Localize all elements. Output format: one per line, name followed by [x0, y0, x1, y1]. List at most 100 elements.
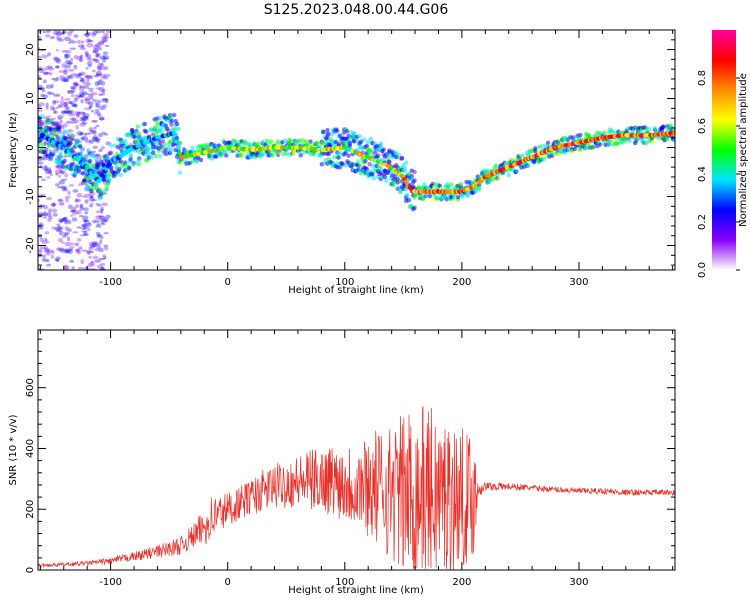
- spectrogram-cell: [64, 265, 70, 270]
- spectrogram-cell: [38, 233, 42, 237]
- spectrogram-cell: [53, 30, 59, 36]
- spectrogram-cell: [63, 136, 69, 142]
- spectrogram-cell: [42, 254, 47, 258]
- spectrogram-cell: [61, 63, 67, 68]
- spectrogram-cell: [162, 142, 167, 148]
- spectrogram-cell: [38, 102, 45, 107]
- spectrogram-cell: [58, 153, 63, 158]
- spectrogram-cell: [95, 52, 101, 56]
- spectrogram-cell: [68, 39, 74, 42]
- spectrogram-cell: [55, 49, 60, 52]
- spectrogram-cell: [91, 98, 98, 103]
- spectrogram-cell: [47, 133, 52, 138]
- spectrogram-cell: [41, 258, 48, 263]
- spectrogram-cell: [75, 198, 81, 203]
- spectrogram-cell: [48, 215, 53, 220]
- spectrogram-cell: [458, 181, 464, 187]
- spectrogram-cell: [145, 145, 150, 150]
- spectrogram-cell: [493, 163, 499, 168]
- spectrogram-cell: [93, 74, 99, 78]
- spectrogram-cell: [81, 111, 86, 116]
- spectrogram-cell: [422, 182, 427, 187]
- spectrogram-cell: [67, 61, 73, 65]
- spectrogram-cell: [90, 96, 94, 100]
- spectrogram-cell: [46, 90, 52, 95]
- spectrogram-cell: [74, 94, 82, 98]
- spectrogram-cell: [72, 207, 77, 212]
- spectrogram-cell: [67, 31, 72, 37]
- spectrogram-cell: [95, 30, 102, 34]
- spectrogram-cell: [103, 256, 107, 260]
- spectrogram-cell: [41, 90, 46, 93]
- spectrogram-cell: [496, 176, 502, 182]
- spectrogram-cell: [39, 222, 43, 226]
- snr-xtick-label: 300: [569, 577, 588, 588]
- spectrogram-cell: [76, 131, 83, 136]
- spectrogram-cell: [81, 223, 88, 228]
- spectrogram-cell: [58, 218, 64, 223]
- spectrogram-cell: [59, 248, 67, 254]
- spectrogram-cell: [91, 241, 98, 245]
- spectrogram-cell: [98, 117, 105, 121]
- spectrogram-cell: [65, 198, 69, 203]
- spectrogram-cell: [68, 113, 76, 117]
- spectrogram-cell: [101, 177, 107, 183]
- spectrogram-cell: [329, 132, 334, 137]
- colorbar-tick-label: 0.4: [697, 166, 708, 182]
- spectrogram-cell: [58, 201, 65, 206]
- spectrogram-cell: [406, 197, 412, 203]
- spectrogram-cell: [58, 70, 65, 73]
- spectrogram-cell: [55, 256, 62, 261]
- spectrogram-cell: [102, 254, 106, 258]
- spectrogram-cell: [88, 106, 92, 110]
- spectrogram-cell: [590, 144, 596, 150]
- spectrogram-cell: [69, 47, 77, 50]
- spectrogram-cell: [98, 247, 104, 253]
- spectrogram-cell: [44, 168, 49, 172]
- spectrogram-cell: [38, 248, 42, 253]
- spectrogram-cell: [45, 34, 51, 38]
- spectrogram-cell: [60, 96, 64, 101]
- spectrogram-cell: [399, 156, 405, 161]
- spectrogram-cell: [94, 259, 101, 263]
- spectrogram-cell: [136, 162, 142, 167]
- spectrogram-cell: [42, 204, 49, 210]
- spectrogram-cell: [155, 120, 160, 125]
- spectrogram-cell: [64, 220, 68, 225]
- spectrogram-cell: [55, 229, 61, 233]
- spectrogram-xtick-label: 0: [225, 277, 231, 288]
- snr-xtick-label: 0: [225, 577, 231, 588]
- spectrogram-cell: [94, 154, 101, 157]
- spectrogram-cell: [56, 186, 61, 189]
- spectrogram-cell: [61, 189, 69, 192]
- spectrogram-cell: [64, 53, 71, 58]
- spectrogram-cell: [88, 127, 94, 132]
- spectrogram-cell: [99, 55, 107, 61]
- spectrogram-cell: [82, 226, 87, 230]
- spectrogram-cell: [102, 59, 107, 63]
- spectrogram-cell: [76, 113, 80, 118]
- spectrogram-cell: [79, 214, 84, 218]
- spectrogram-cell: [74, 198, 79, 203]
- spectrogram-cell: [103, 244, 108, 248]
- spectrogram-cell: [44, 231, 50, 235]
- spectrogram-cell: [66, 228, 72, 232]
- spectrogram-cell: [51, 77, 56, 81]
- spectrogram-cell: [103, 188, 108, 193]
- spectrogram-cell: [83, 266, 89, 270]
- spectrogram-cell: [87, 101, 94, 106]
- spectrogram-cell: [104, 219, 108, 223]
- spectrogram-cell: [92, 242, 100, 246]
- spectrogram-cell: [102, 55, 110, 60]
- spectrogram-cell: [83, 181, 88, 186]
- spectrogram-cell: [58, 198, 63, 203]
- spectrogram-cell: [155, 123, 160, 128]
- spectrogram-cell: [77, 238, 82, 242]
- spectrogram-cell: [118, 172, 124, 178]
- spectrogram-cell: [79, 149, 84, 154]
- spectrogram-cell: [44, 147, 49, 152]
- spectrogram-cell: [55, 58, 62, 64]
- spectrogram-cell: [84, 75, 92, 79]
- spectrogram-cell: [96, 111, 101, 116]
